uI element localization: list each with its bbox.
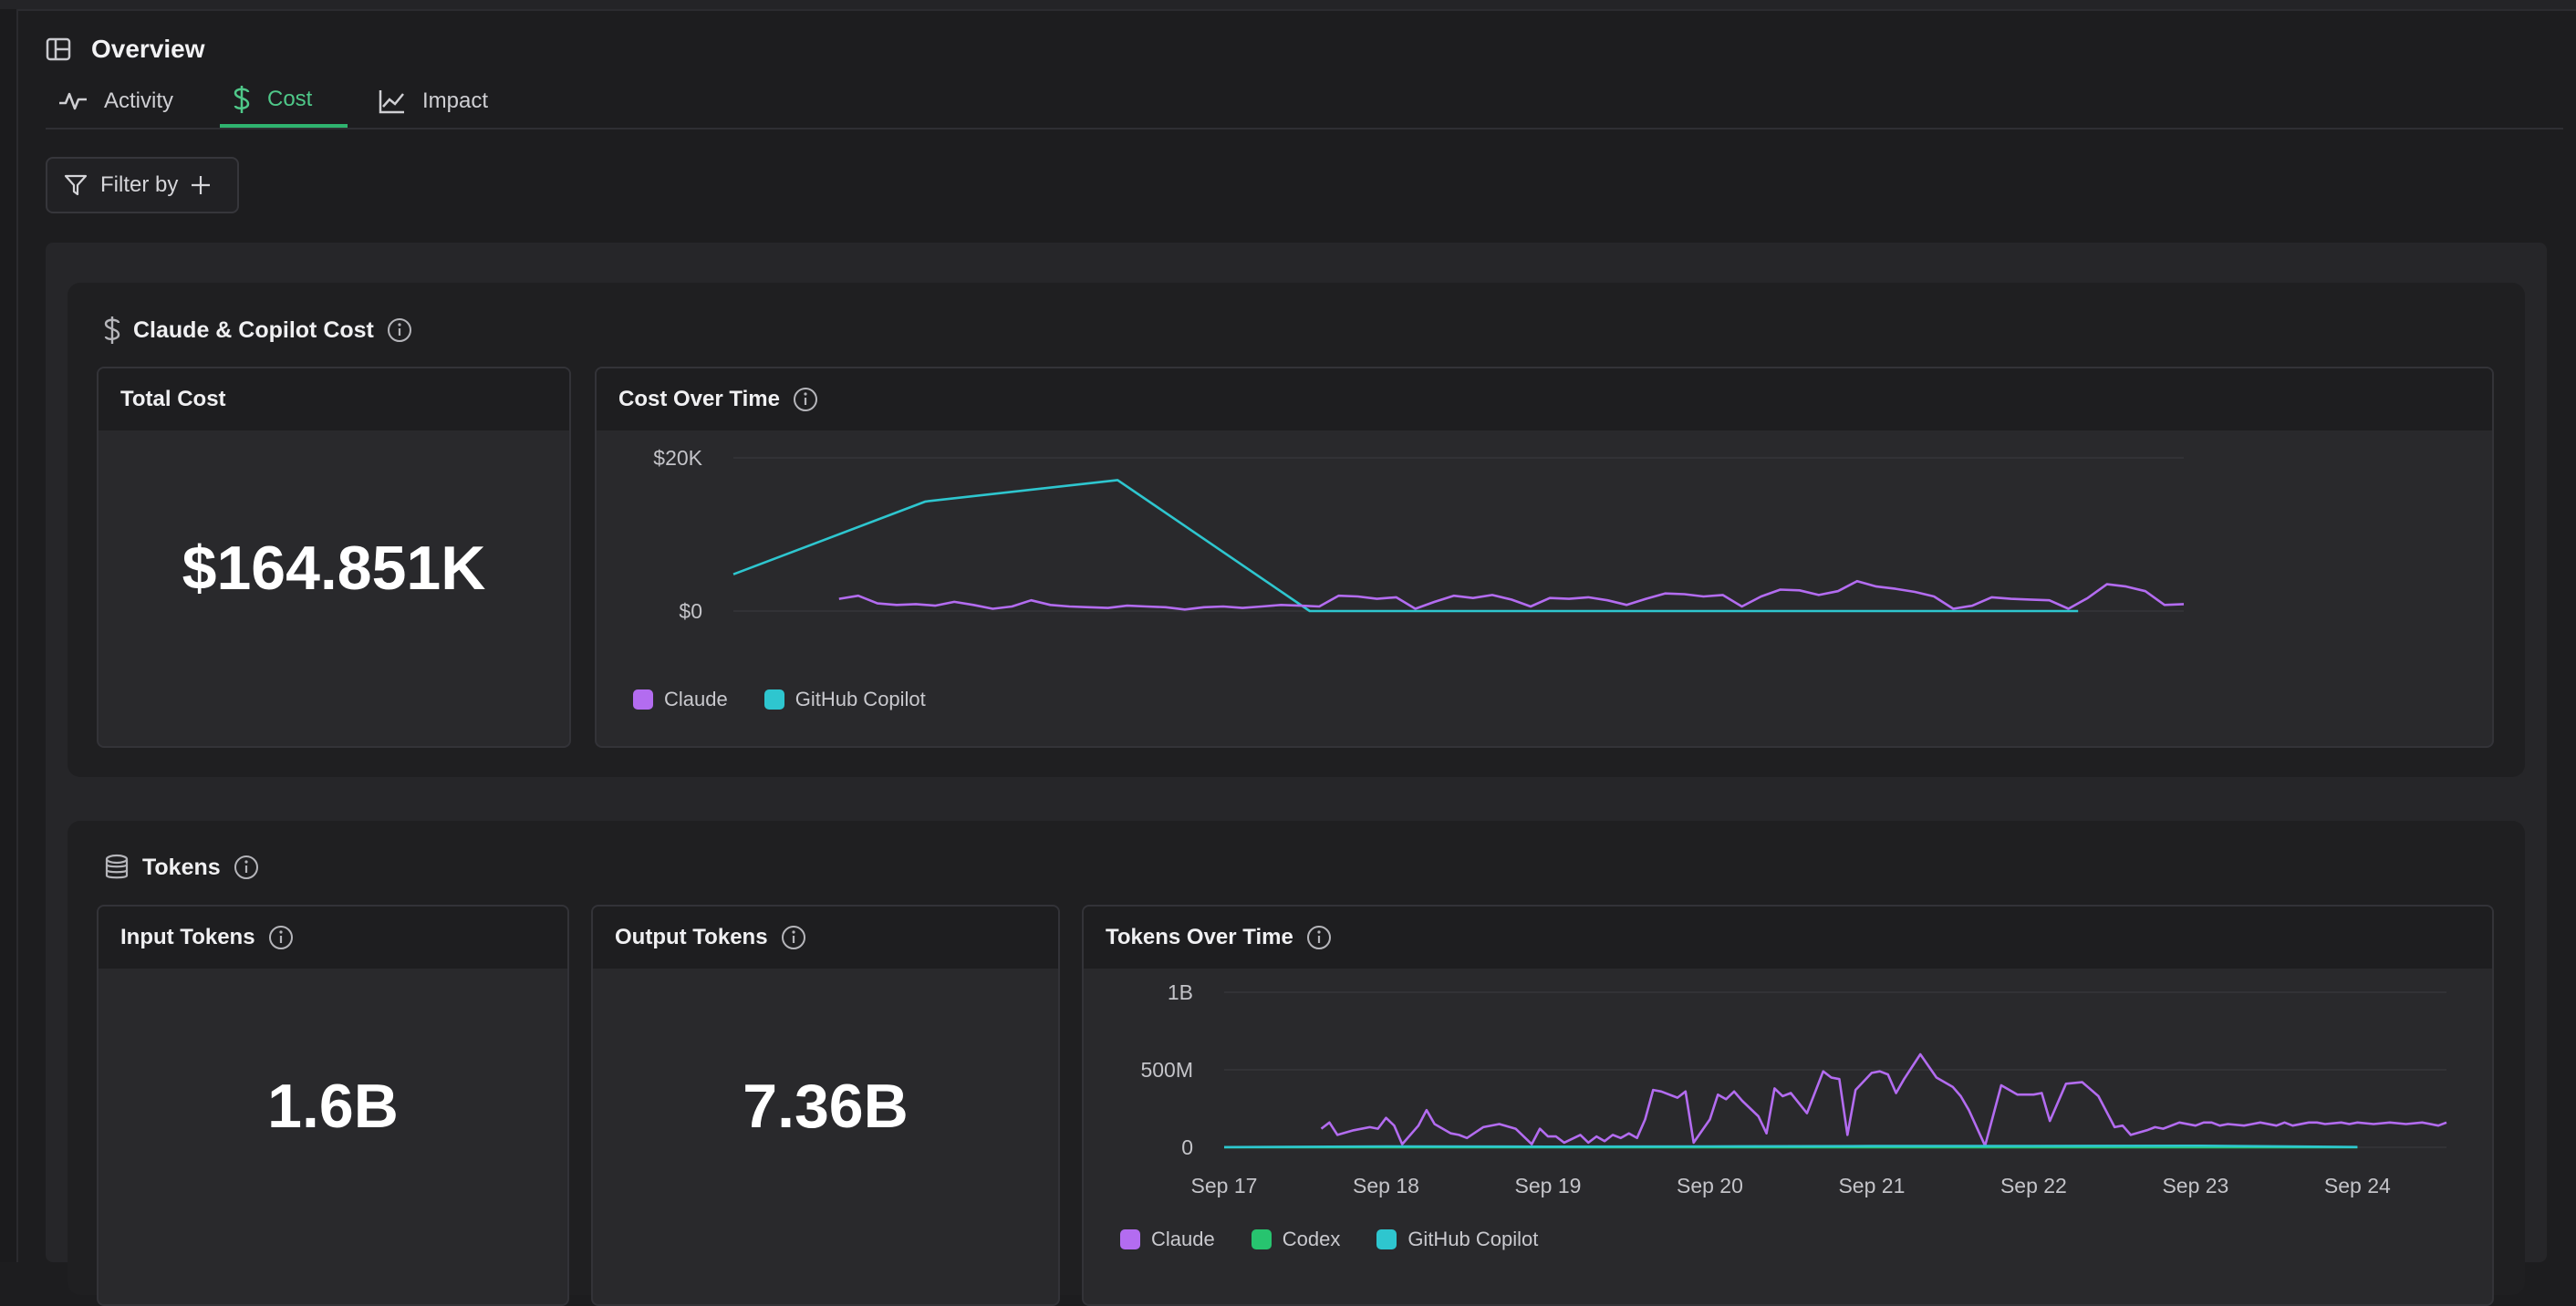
info-icon[interactable] bbox=[268, 925, 294, 950]
series-line-claude bbox=[1320, 1052, 2447, 1147]
x-tick-label: Sep 21 bbox=[1838, 1174, 1905, 1197]
y-tick-label: 1B bbox=[1168, 980, 1193, 1004]
tab-impact-label: Impact bbox=[422, 88, 489, 113]
dashboard-canvas: Claude & Copilot Cost Total Cost $164.85… bbox=[46, 243, 2547, 1306]
legend-swatch bbox=[1120, 1229, 1140, 1249]
dollar-icon bbox=[104, 316, 120, 345]
legend-label: Claude bbox=[664, 688, 728, 710]
plus-icon bbox=[191, 175, 211, 195]
input-tokens-title: Input Tokens bbox=[120, 925, 255, 949]
output-tokens-header: Output Tokens bbox=[593, 907, 1058, 969]
tab-cost[interactable]: Cost bbox=[220, 75, 348, 128]
x-tick-label: Sep 21 bbox=[1469, 637, 1535, 642]
info-icon[interactable] bbox=[793, 387, 818, 412]
activity-icon bbox=[58, 90, 88, 112]
legend-swatch bbox=[1251, 1229, 1272, 1249]
series-line-github-copilot bbox=[732, 479, 2079, 613]
input-tokens-card: Input Tokens 1.6B bbox=[97, 905, 569, 1306]
cost-panel: Claude & Copilot Cost Total Cost $164.85… bbox=[68, 283, 2525, 777]
tokens-panel-header: Tokens bbox=[104, 854, 259, 881]
y-tick-label: $20K bbox=[653, 446, 702, 470]
input-tokens-header: Input Tokens bbox=[99, 907, 567, 969]
tokens-over-time-card: Tokens Over Time 0 500M 1B Sep 17 Sep 18 Sep … bbox=[1082, 905, 2494, 1306]
page-title: Overview bbox=[91, 35, 205, 63]
y-tick-label: 0 bbox=[1181, 1135, 1193, 1159]
cost-over-time-title: Cost Over Time bbox=[618, 387, 780, 411]
legend-item-github-copilot[interactable]: GitHub Copilot bbox=[1376, 1228, 1538, 1251]
info-icon[interactable] bbox=[387, 317, 412, 343]
cost-panel-title: Claude & Copilot Cost bbox=[133, 316, 374, 343]
tokens-over-time-header: Tokens Over Time bbox=[1084, 907, 2492, 969]
y-tick-label: 500M bbox=[1140, 1058, 1193, 1082]
info-icon[interactable] bbox=[781, 925, 806, 950]
info-icon[interactable] bbox=[234, 855, 259, 880]
tokens-chart-legend: Claude Codex GitHub Copilot bbox=[1120, 1228, 1538, 1251]
legend-item-github-copilot[interactable]: GitHub Copilot bbox=[763, 688, 926, 711]
cost-over-time-chart: $0 $20K Sep 17 Sep 18 Sep 19 Sep 20 Sep 21 Sep … bbox=[653, 446, 2185, 642]
tokens-over-time-title: Tokens Over Time bbox=[1106, 925, 1293, 949]
x-tick-label: Sep 17 bbox=[701, 637, 767, 642]
x-tick-label: Sep 20 bbox=[1677, 1174, 1743, 1197]
x-tick-label: Sep 23 bbox=[2162, 1174, 2228, 1197]
tab-activity[interactable]: Activity bbox=[46, 75, 192, 128]
x-tick-label: Sep 24 bbox=[2324, 1174, 2391, 1197]
cost-over-time-card: Cost Over Time $0 $20K Sep 17 Sep 18 Sep 19 S… bbox=[595, 367, 2494, 748]
input-tokens-value: 1.6B bbox=[267, 1072, 399, 1141]
tokens-panel-title: Tokens bbox=[142, 854, 221, 880]
legend-item-codex[interactable]: Codex bbox=[1251, 1228, 1341, 1251]
dollar-icon bbox=[233, 85, 251, 114]
cost-chart-legend: Claude GitHub Copilot bbox=[633, 688, 926, 711]
filter-by-button[interactable]: Filter by bbox=[46, 157, 239, 213]
series-line-claude bbox=[838, 579, 2185, 611]
x-tick-label: Sep 18 bbox=[892, 637, 959, 642]
page-header: Overview bbox=[46, 29, 205, 69]
info-icon[interactable] bbox=[1306, 925, 1332, 950]
x-tick-label: Sep 19 bbox=[1085, 637, 1151, 642]
x-tick-label: Sep 24 bbox=[2045, 637, 2112, 642]
x-tick-label: Sep 22 bbox=[1661, 637, 1728, 642]
left-rail bbox=[0, 9, 18, 1262]
x-tick-label: Sep 19 bbox=[1515, 1174, 1582, 1197]
tab-impact[interactable]: Impact bbox=[366, 75, 503, 128]
legend-item-claude[interactable]: Claude bbox=[1120, 1228, 1215, 1251]
tokens-over-time-chart: 0 500M 1B Sep 17 Sep 18 Sep 19 Sep 20 Sep 21 Sep… bbox=[1140, 980, 2447, 1197]
legend-label: GitHub Copilot bbox=[795, 688, 926, 710]
tab-cost-label: Cost bbox=[267, 87, 313, 111]
window-top-bar bbox=[0, 0, 2576, 11]
total-cost-header: Total Cost bbox=[99, 368, 569, 430]
layout-grid-icon bbox=[46, 37, 71, 61]
legend-label: Claude bbox=[1151, 1228, 1215, 1250]
total-cost-card: Total Cost $164.851K bbox=[97, 367, 571, 748]
cost-over-time-header: Cost Over Time bbox=[597, 368, 2492, 430]
legend-swatch bbox=[1376, 1229, 1397, 1249]
line-chart-icon bbox=[379, 88, 406, 114]
legend-label: GitHub Copilot bbox=[1407, 1228, 1539, 1250]
legend-item-claude[interactable]: Claude bbox=[633, 688, 728, 711]
tab-bar: Activity Cost Impact bbox=[46, 75, 2563, 130]
cost-panel-header: Claude & Copilot Cost bbox=[104, 316, 412, 345]
x-tick-label: Sep 23 bbox=[1853, 637, 1919, 642]
x-tick-label: Sep 17 bbox=[1191, 1174, 1258, 1197]
total-cost-title: Total Cost bbox=[120, 387, 226, 411]
database-icon bbox=[104, 854, 130, 881]
y-tick-label: $0 bbox=[679, 599, 702, 623]
tokens-panel: Tokens Input Tokens 1.6B Output Tokens 7… bbox=[68, 821, 2525, 1306]
legend-label: Codex bbox=[1282, 1228, 1341, 1250]
x-tick-label: Sep 18 bbox=[1353, 1174, 1419, 1197]
output-tokens-title: Output Tokens bbox=[615, 925, 768, 949]
series-line-github-copilot bbox=[1223, 1145, 2358, 1149]
legend-swatch bbox=[633, 689, 653, 710]
filter-label: Filter by bbox=[100, 172, 179, 197]
output-tokens-value: 7.36B bbox=[743, 1072, 909, 1141]
x-tick-label: Sep 22 bbox=[2000, 1174, 2067, 1197]
output-tokens-card: Output Tokens 7.36B bbox=[591, 905, 1060, 1306]
x-tick-label: Sep 20 bbox=[1276, 637, 1343, 642]
total-cost-value: $164.851K bbox=[182, 534, 486, 603]
tab-activity-label: Activity bbox=[104, 88, 174, 113]
legend-swatch bbox=[763, 689, 784, 710]
filter-icon bbox=[64, 173, 88, 197]
